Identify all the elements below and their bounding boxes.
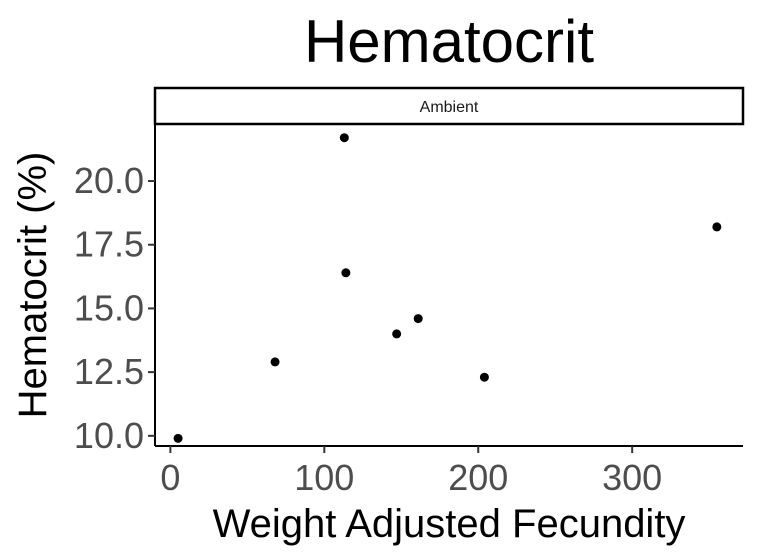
data-point <box>339 133 349 143</box>
y-axis-ticks: 10.0 12.5 15.0 17.5 20.0 <box>74 160 155 456</box>
data-point <box>712 222 722 232</box>
chart-title: Hematocrit <box>304 8 594 75</box>
y-tick-label: 20.0 <box>74 160 144 201</box>
data-points <box>173 133 722 443</box>
y-tick-label: 10.0 <box>74 415 144 456</box>
x-axis-title: Weight Adjusted Fecundity <box>213 502 686 546</box>
data-point <box>270 357 280 367</box>
x-axis-ticks: 0 100 200 300 <box>160 446 662 498</box>
y-axis-title: Hematocrit (%) <box>11 152 55 419</box>
y-tick-label: 15.0 <box>74 287 144 328</box>
data-point <box>392 329 402 339</box>
facet-strip-label: Ambient <box>420 99 479 116</box>
data-point <box>479 372 489 382</box>
data-point <box>413 314 423 324</box>
x-tick-label: 300 <box>602 457 662 498</box>
facet-strip <box>153 86 745 126</box>
x-tick-label: 0 <box>160 457 180 498</box>
data-point <box>173 433 183 443</box>
data-point <box>341 268 351 278</box>
y-tick-label: 12.5 <box>74 351 144 392</box>
y-tick-label: 17.5 <box>74 224 144 265</box>
x-tick-label: 200 <box>448 457 508 498</box>
x-tick-label: 100 <box>294 457 354 498</box>
